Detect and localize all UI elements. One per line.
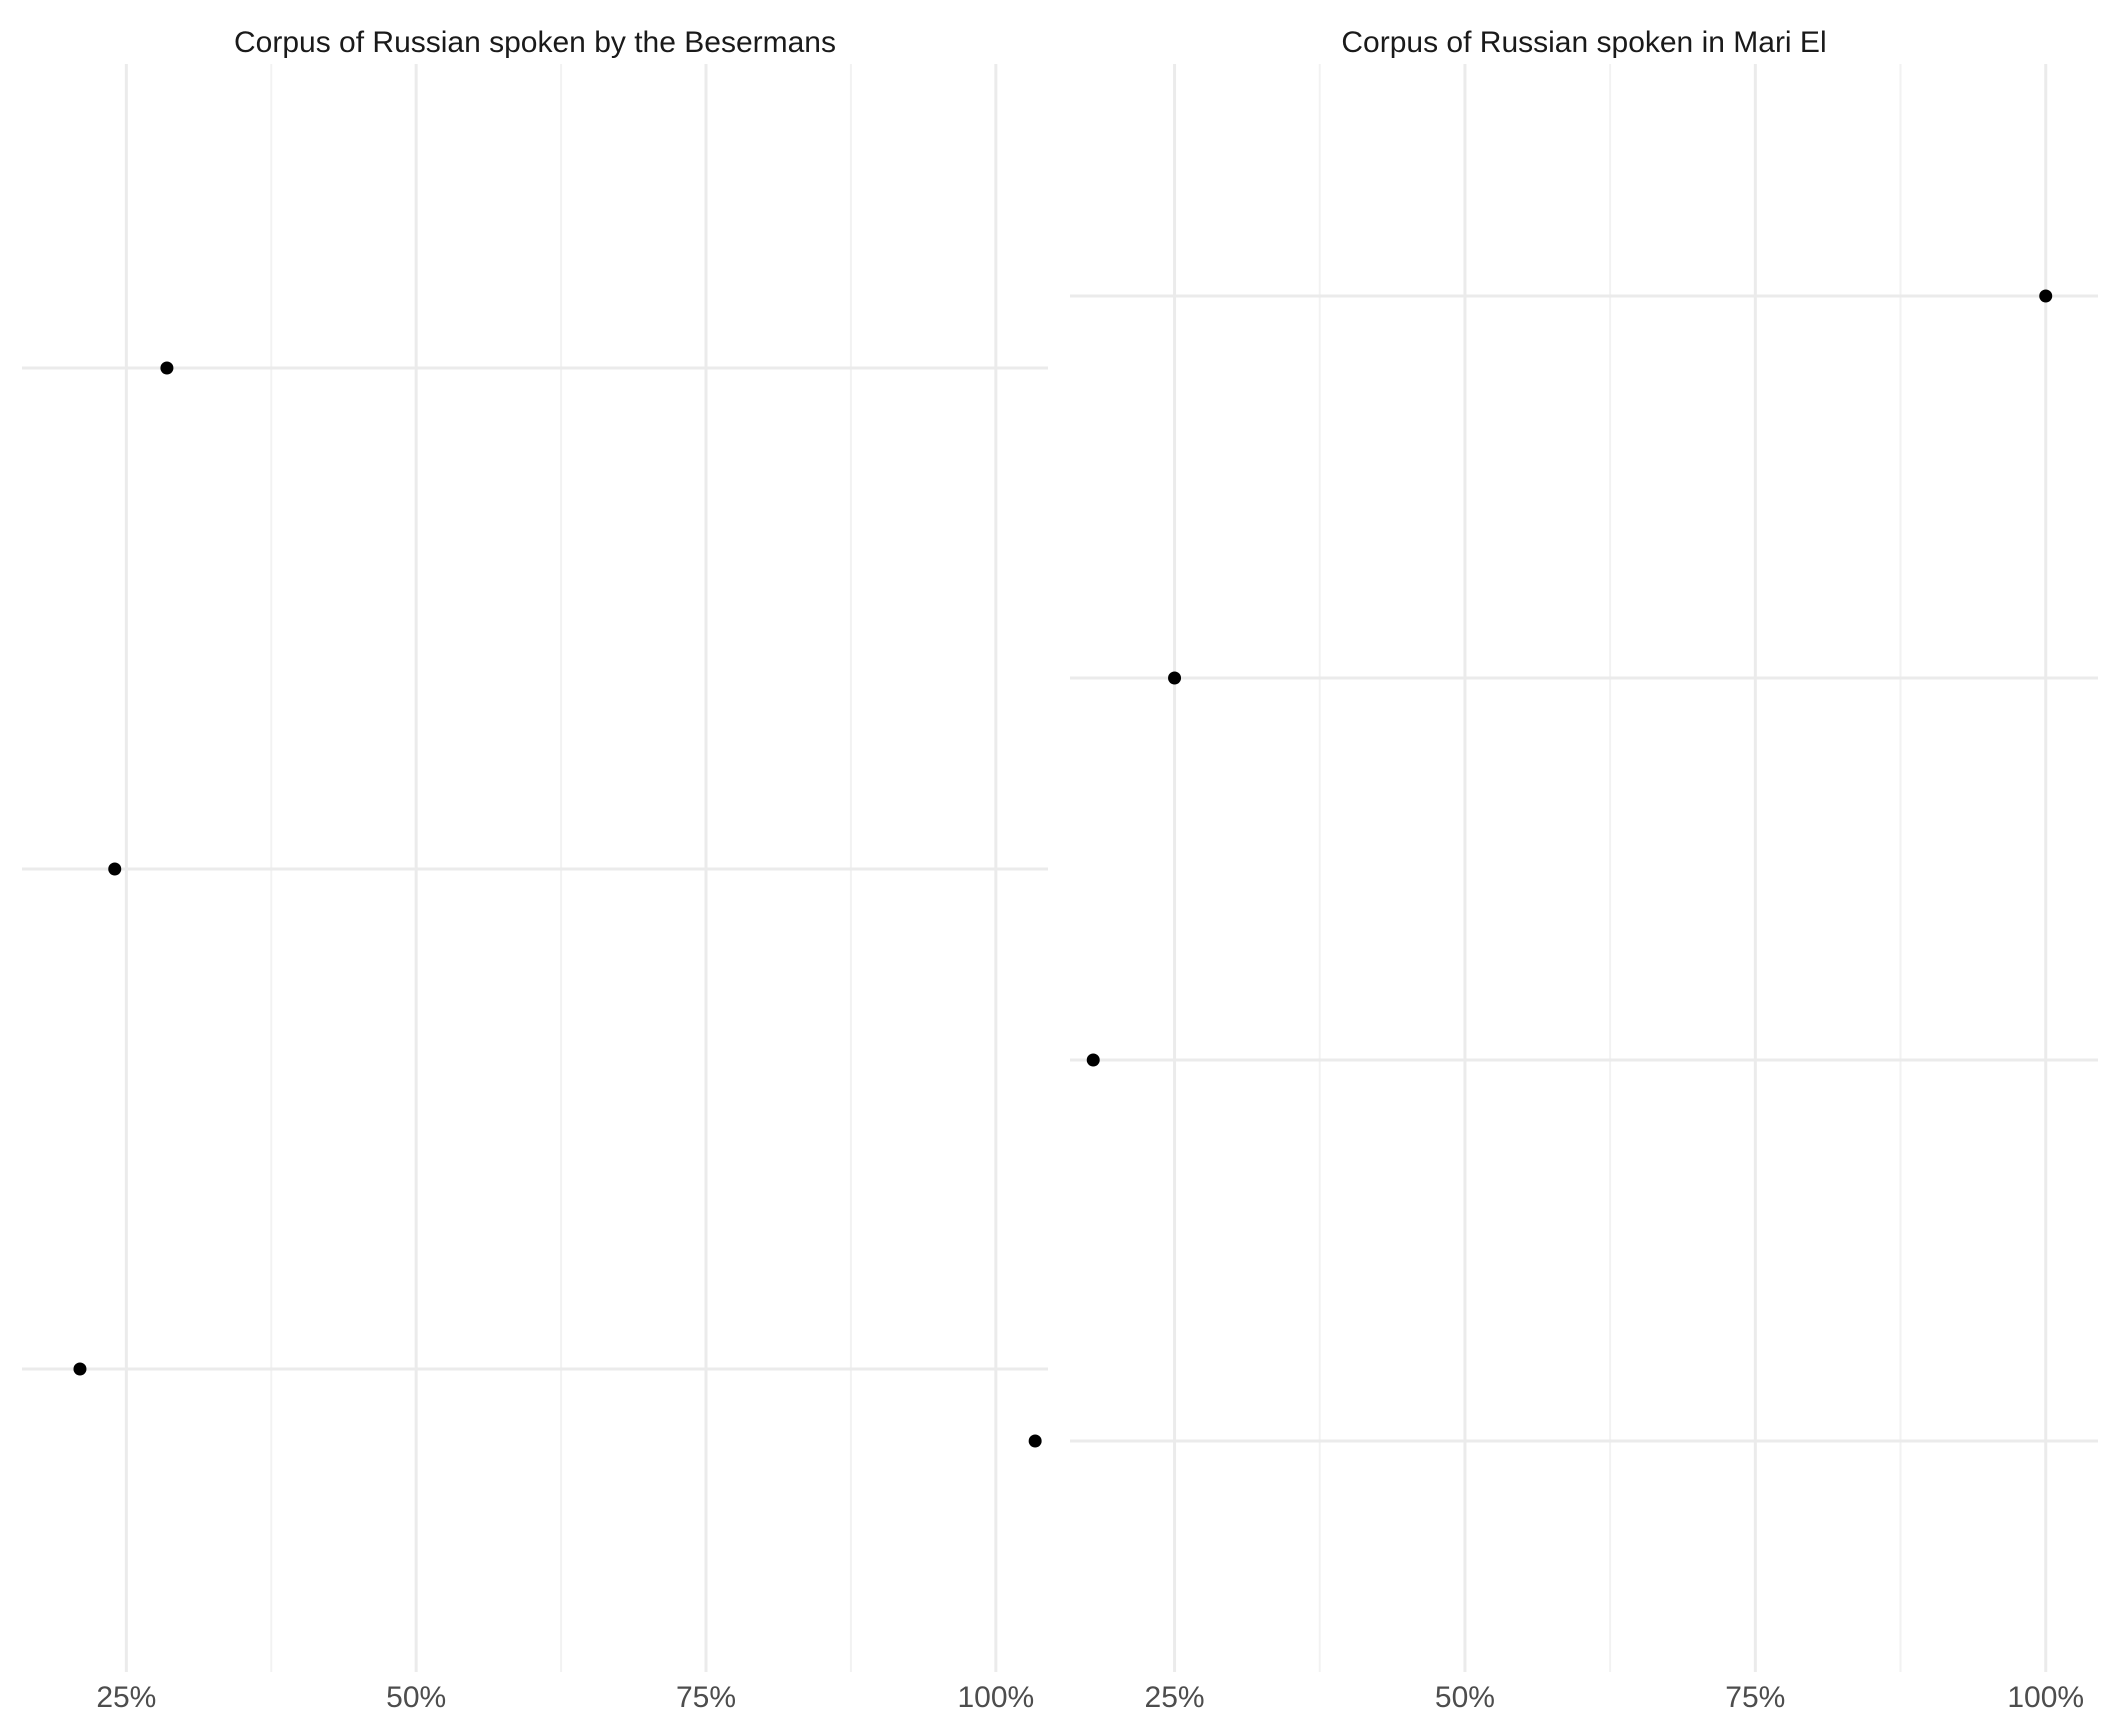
data-point	[108, 862, 122, 876]
x-tick-label: 100%	[2007, 1681, 2084, 1714]
panel-mari-el: Corpus of Russian spoken in Mari El 25% 5…	[1028, 26, 2098, 1714]
x-tick-label: 75%	[1725, 1681, 1785, 1714]
data-point	[160, 361, 174, 375]
x-tick-label: 25%	[96, 1681, 156, 1714]
panel-title-besermans: Corpus of Russian spoken by the Beserman…	[234, 26, 836, 59]
x-tick-label: 75%	[676, 1681, 736, 1714]
x-tick-label: 50%	[386, 1681, 446, 1714]
data-point	[1168, 671, 1182, 685]
data-point	[73, 1362, 87, 1376]
x-tick-label: 25%	[1145, 1681, 1205, 1714]
data-point	[2039, 289, 2053, 303]
panel-besermans: Corpus of Russian spoken by the Beserman…	[22, 26, 1048, 1714]
gridlines	[22, 64, 1048, 1672]
panel-title-mari-el: Corpus of Russian spoken in Mari El	[1341, 26, 1826, 59]
x-tick-label: 100%	[957, 1681, 1034, 1714]
x-tick-label: 50%	[1435, 1681, 1495, 1714]
gridlines	[1070, 64, 2098, 1672]
data-point	[1028, 1434, 1042, 1448]
data-point	[1086, 1053, 1100, 1067]
